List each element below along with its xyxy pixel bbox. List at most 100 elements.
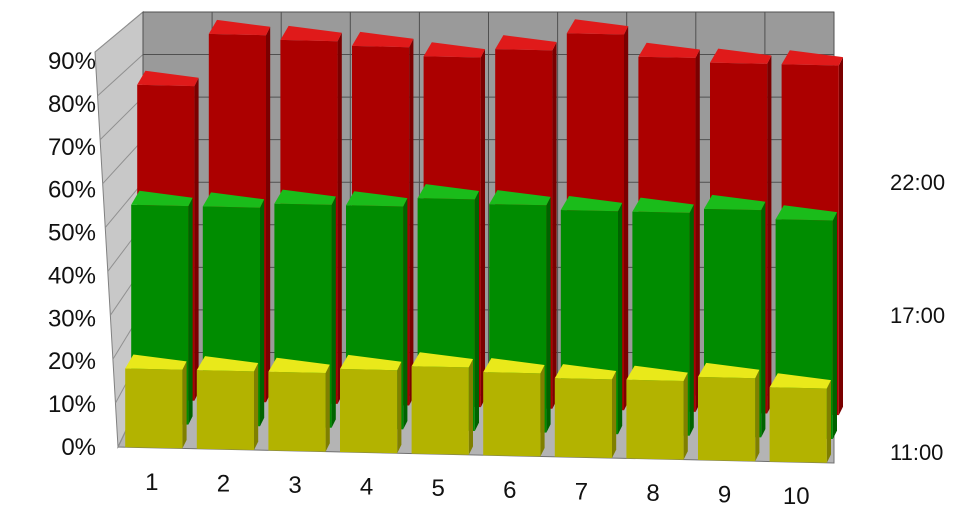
bar (125, 354, 187, 449)
bar-top (769, 373, 831, 389)
gridline-side (97, 54, 144, 97)
x-tick-label: 3 (288, 472, 301, 499)
bar-side (260, 199, 265, 427)
y-tick-label: 90% (48, 48, 96, 75)
bar-top (352, 31, 414, 48)
bar (769, 373, 831, 463)
x-tick-label: 4 (360, 474, 373, 501)
y-tick-label: 30% (48, 305, 96, 332)
x-tick-label: 7 (575, 478, 588, 505)
bar-side (254, 363, 259, 450)
bar-front (411, 366, 469, 455)
bar-top (781, 50, 843, 66)
y-axis: 0% 10% 20% 30% 40% 50% 60% 70% 80% 90% (48, 48, 96, 461)
y-tick-label: 20% (48, 348, 96, 375)
bar (411, 352, 473, 455)
x-tick-label: 5 (432, 475, 445, 502)
bar-top (131, 190, 193, 207)
bar-side (761, 201, 766, 438)
bar (554, 364, 617, 458)
bar-side (546, 196, 551, 433)
bar-front (483, 372, 541, 457)
bar-side (397, 361, 402, 454)
series-label: 17:00 (890, 303, 945, 328)
y-tick-label: 0% (61, 434, 96, 461)
bar-front (125, 368, 183, 449)
bar (196, 356, 259, 450)
bar-top (704, 194, 766, 211)
x-tick-label: 2 (217, 470, 230, 497)
bar-top (125, 354, 187, 370)
bar-top (346, 191, 408, 207)
bar-top (560, 196, 623, 212)
bar (698, 362, 760, 462)
bar-top (489, 190, 551, 206)
bar-top (698, 362, 760, 379)
bar (340, 354, 402, 454)
bar-side (474, 191, 479, 431)
x-tick-label: 6 (503, 477, 516, 504)
bar (268, 357, 330, 452)
bar-top (423, 42, 485, 58)
bar-side (624, 26, 629, 411)
bar-front (340, 368, 398, 454)
bar-side (403, 198, 408, 430)
bar-side (552, 42, 557, 409)
bar-side (266, 26, 271, 403)
bar-side (832, 212, 837, 439)
series-label: 11:00 (890, 440, 943, 465)
bar-side (689, 204, 694, 436)
bar-top (208, 19, 271, 36)
x-tick-label: 1 (145, 469, 158, 496)
series-11:00 (125, 352, 831, 463)
y-tick-label: 60% (48, 177, 96, 204)
bar-side (826, 380, 831, 463)
bar-top (775, 205, 837, 221)
bar-side (194, 77, 199, 401)
bar-side (755, 369, 760, 462)
bar-side (182, 361, 187, 449)
bar-top (137, 70, 199, 87)
y-tick-label: 50% (48, 220, 96, 247)
bar-side (695, 49, 700, 412)
bar-top (268, 357, 330, 373)
bar-side (325, 364, 330, 452)
bar-side (409, 38, 414, 406)
bar-side (838, 57, 843, 416)
bar-top (632, 197, 694, 213)
bar-top (274, 189, 336, 205)
x-axis: 1 2 3 4 5 6 7 8 9 10 (145, 469, 809, 508)
x-tick-label: 10 (783, 483, 810, 508)
bar-side (331, 196, 336, 428)
bar-top (566, 19, 629, 35)
bar-top (202, 192, 265, 208)
gridline-side (94, 11, 144, 53)
chart-bars (125, 19, 843, 463)
bar-top (638, 42, 700, 58)
x-tick-label: 9 (718, 482, 731, 508)
gridline-side (102, 139, 144, 185)
bar-top (495, 35, 557, 51)
bar-side (767, 55, 772, 414)
bar-front (698, 376, 756, 462)
series-row-labels: 22:00 17:00 11:00 (890, 170, 945, 465)
bar-side (480, 49, 485, 408)
bar-side (468, 359, 473, 455)
bar-top (626, 365, 688, 381)
gridline-side (99, 96, 144, 141)
bar-top (411, 352, 473, 368)
bar-top (417, 184, 479, 200)
bar-top (196, 356, 259, 372)
bar-front (626, 379, 684, 460)
y-tick-label: 80% (48, 91, 96, 118)
bar (483, 358, 545, 457)
bar-top (483, 358, 545, 374)
bar-top (554, 364, 617, 380)
bar-side (540, 365, 545, 457)
bar-front (196, 370, 254, 450)
bar-side (612, 371, 617, 458)
bar (626, 365, 688, 460)
bar-side (683, 372, 688, 460)
bar-front (554, 378, 612, 458)
